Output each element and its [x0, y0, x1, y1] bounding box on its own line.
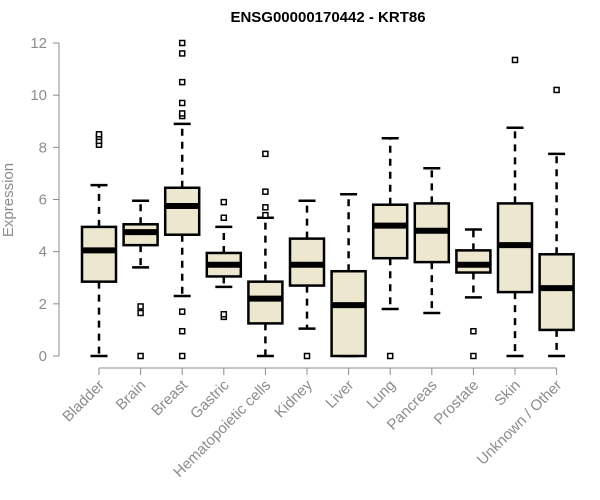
outlier-point: [386, 352, 394, 360]
x-tick-label: Breast: [148, 376, 191, 419]
outlier-point: [178, 78, 186, 86]
box-group: [288, 199, 326, 360]
outlier-point: [262, 150, 269, 158]
outlier-point: [553, 86, 560, 94]
x-tick-label: Lung: [363, 377, 399, 413]
box-iqr: [163, 186, 201, 236]
box-group: [496, 56, 534, 358]
y-axis: 0 2 4 6 8 10 12: [30, 35, 60, 365]
y-tick-label: 6: [39, 192, 47, 209]
outlier-point: [137, 303, 144, 310]
outlier-point: [178, 327, 186, 335]
y-tick-label: 12: [30, 35, 47, 52]
outlier-point: [262, 211, 269, 219]
outlier-point: [178, 99, 186, 107]
box-group: [163, 39, 201, 360]
outlier-point: [178, 39, 186, 47]
chart-title: ENSG00000170442 - KRT86: [230, 9, 425, 26]
box-group: [538, 86, 575, 358]
x-tick-label: Liver: [322, 377, 357, 412]
box-group: [122, 199, 159, 360]
outlier-point: [470, 327, 477, 335]
outlier-point: [262, 204, 269, 211]
outlier-point: [303, 352, 311, 360]
y-tick-label: 2: [39, 296, 47, 313]
box-iqr: [247, 280, 284, 325]
box-group: [247, 150, 284, 358]
y-axis-label: Expression: [0, 163, 17, 237]
y-tick-label: 4: [39, 244, 47, 261]
outlier-point: [178, 308, 186, 315]
y-tick-label: 10: [30, 87, 47, 104]
box-group: [455, 228, 492, 360]
box-group: [205, 198, 243, 321]
box-iqr: [455, 249, 492, 274]
outlier-point: [137, 309, 144, 317]
outlier-point: [178, 50, 186, 57]
y-tick-label: 0: [39, 348, 47, 365]
box-iqr: [371, 203, 409, 260]
x-tick-label: Kidney: [271, 376, 316, 421]
x-tick-label: Brain: [113, 377, 150, 414]
box-iqr: [330, 269, 367, 358]
box-group: [330, 193, 367, 358]
outlier-point: [262, 188, 269, 195]
box-group: [371, 136, 409, 360]
x-tick-label: Prostate: [431, 377, 483, 429]
boxes: [80, 39, 575, 360]
x-tick-label: Skin: [491, 377, 524, 410]
outlier-point: [220, 198, 228, 206]
outlier-point: [178, 352, 186, 360]
outlier-point: [220, 214, 228, 222]
outlier-point: [178, 110, 186, 117]
box-iqr: [538, 253, 575, 332]
outlier-point: [470, 352, 477, 360]
y-tick-label: 8: [39, 139, 47, 156]
x-tick-label: Bladder: [59, 377, 108, 426]
box-group: [413, 166, 451, 315]
outlier-point: [137, 352, 144, 360]
outlier-point: [95, 131, 103, 138]
outlier-point: [511, 56, 519, 64]
box-group: [80, 131, 118, 358]
box-iqr: [80, 225, 118, 283]
outlier-point: [220, 311, 228, 318]
